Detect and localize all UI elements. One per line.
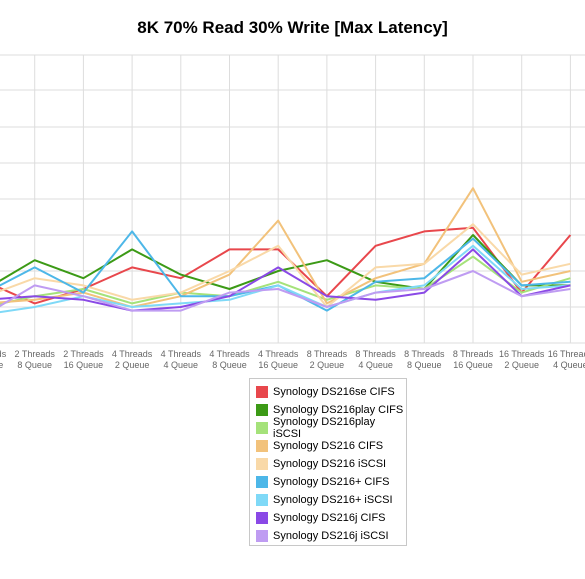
x-tick-label: 4 Threads [112,349,153,359]
legend-label: Synology DS216se CIFS [273,386,395,398]
legend-swatch [256,494,268,506]
x-tick-label: 8 Queue [17,360,52,370]
legend-swatch [256,404,268,416]
x-tick-label: 8 Threads [307,349,348,359]
x-tick-label: 2 Queue [310,360,345,370]
legend-label: Synology DS216+ iSCSI [273,494,393,506]
series-line [0,270,571,312]
x-tick-label: 16 Queue [258,360,298,370]
x-tick-label: 4 Queue [553,360,585,370]
series-line [0,248,571,312]
x-tick-label: 16 Queue [64,360,104,370]
legend-item[interactable]: Synology DS216se CIFS [250,383,406,401]
legend-item[interactable]: Synology DS216play CIFS [250,401,406,419]
series-lines [0,187,572,314]
x-tick-label: 16 Threads [548,349,585,359]
legend-label: Synology DS216j iSCSI [273,530,389,542]
x-tick-label: 2 Queue [504,360,539,370]
x-tick-label: 2 Threads [15,349,56,359]
legend-swatch [256,440,268,452]
series-line [0,234,571,290]
legend-item[interactable]: Synology DS216+ iSCSI [250,491,406,509]
legend-swatch [256,512,268,524]
legend-label: Synology DS216 CIFS [273,440,384,452]
x-tick-label: 2 Queue [115,360,150,370]
x-tick-label: 8 Queue [212,360,247,370]
legend-item[interactable]: Synology DS216 iSCSI [250,455,406,473]
legend-item[interactable]: Synology DS216+ CIFS [250,473,406,491]
x-tick-label: 4 Queue [358,360,393,370]
x-tick-label: 8 Threads [404,349,445,359]
legend-label: Synology DS216j CIFS [273,512,386,524]
legend-item[interactable]: Synology DS216j iSCSI [250,527,406,545]
legend-swatch [256,530,268,542]
x-tick-label: 1 Queue [0,360,3,370]
series-line [0,223,571,308]
x-tick-label: 2 Threads [63,349,104,359]
legend-label: Synology DS216play CIFS [273,404,404,416]
legend-item[interactable]: Synology DS216j CIFS [250,509,406,527]
legend-label: Synology DS216+ CIFS [273,476,390,488]
x-tick-label: 8 Threads [355,349,396,359]
x-tick-label: 1 Threads [0,349,7,359]
legend-swatch [256,422,268,434]
x-tick-label: 8 Threads [453,349,494,359]
x-tick-label: 4 Threads [258,349,299,359]
x-tick-label: 8 Queue [407,360,442,370]
chart-title: 8K 70% Read 30% Write [Max Latency] [137,18,448,37]
legend-label: Synology DS216play iSCSI [273,416,376,440]
x-tick-label: 16 Threads [499,349,545,359]
series-line [0,255,571,305]
legend: Synology DS216se CIFS Synology DS216play … [249,378,407,546]
legend-item[interactable]: Synology DS216 CIFS [250,437,406,455]
x-tick-label: 16 Queue [453,360,493,370]
legend-swatch [256,458,268,470]
x-tick-label: 4 Threads [209,349,250,359]
legend-swatch [256,476,268,488]
legend-label: Synology DS216 iSCSI [273,458,387,470]
legend-swatch [256,386,268,398]
x-tick-label: 4 Threads [161,349,202,359]
legend-item[interactable]: Synology DS216play iSCSI [250,416,406,440]
x-tick-label: 4 Queue [164,360,199,370]
